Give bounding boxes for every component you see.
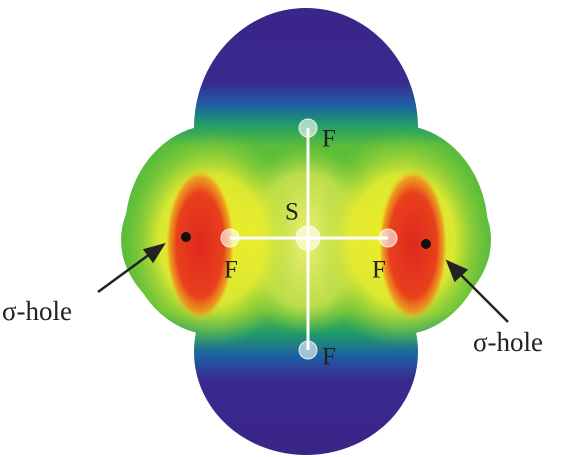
atom-label: S — [285, 199, 299, 226]
atom-label: F — [322, 344, 336, 371]
atom-label: F — [372, 257, 386, 284]
hole-dot — [421, 239, 431, 249]
annotation: σ-hole — [2, 296, 72, 326]
diagram: F F S F F σ-hole σ-hole — [0, 0, 588, 457]
atom-label: F — [224, 257, 238, 284]
atom-label: F — [322, 126, 336, 153]
hole-dot — [181, 232, 191, 242]
annotation: σ-hole — [473, 327, 543, 357]
